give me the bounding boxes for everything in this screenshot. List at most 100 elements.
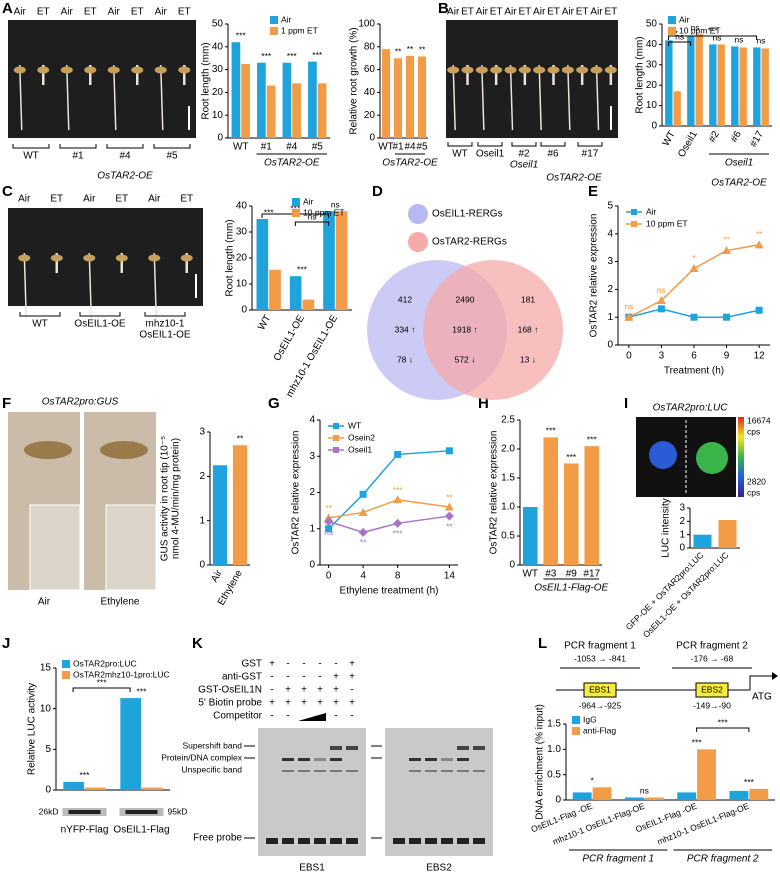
y-tick-label: 1 <box>679 529 685 540</box>
series-line <box>328 515 450 534</box>
competitor-wedge <box>298 713 326 721</box>
lane-label: ET <box>576 7 589 18</box>
band <box>346 746 358 750</box>
lane-label: Air <box>533 7 546 18</box>
y-tick-label: 2 <box>607 284 613 295</box>
band <box>473 770 485 772</box>
site-label: EBS1 <box>589 684 611 694</box>
y-tick-label: 2 <box>309 487 315 498</box>
y-tick-label: 1.5 <box>501 473 515 484</box>
significance: *** <box>297 264 308 274</box>
marker <box>689 264 699 273</box>
legend-label: 1 ppm ET <box>281 25 318 35</box>
lane-mark: - <box>302 672 305 683</box>
y-tick-label: 0 <box>679 543 685 554</box>
seedling <box>153 252 157 319</box>
band-label: Protein/DNA complex <box>161 752 243 762</box>
significance: ns <box>691 22 700 32</box>
band <box>409 838 421 844</box>
lane-mark: - <box>286 711 289 722</box>
bar <box>665 40 673 126</box>
y-tick-label: 5 <box>607 201 613 212</box>
fragment-range: -1053 → -841 <box>574 653 626 663</box>
seed <box>18 254 31 262</box>
y-tick-label: 60 <box>364 64 376 75</box>
blot-label: 95kD <box>168 806 188 816</box>
bar <box>761 48 769 127</box>
significance: *** <box>744 777 755 787</box>
band <box>457 838 469 844</box>
bar <box>644 797 664 800</box>
significance: *** <box>287 51 298 61</box>
lane-mark: + <box>333 698 339 709</box>
marker <box>624 312 634 321</box>
band <box>330 746 342 750</box>
band <box>409 770 421 772</box>
bar <box>731 46 739 126</box>
group-bracket <box>153 144 191 149</box>
group-label: WT <box>23 151 39 162</box>
lane-label: ET <box>461 7 474 18</box>
blot-band <box>68 810 101 814</box>
group-label: Oseil1 <box>725 158 753 169</box>
bar <box>302 299 315 310</box>
band <box>314 770 326 772</box>
lane-mark: + <box>333 685 339 696</box>
y-tick-label: 0 <box>309 560 315 571</box>
bar <box>417 56 427 138</box>
legend-swatch <box>333 423 339 429</box>
photo-title: OsTAR2pro:LUC <box>653 403 729 414</box>
x-tick-label: WT <box>378 142 394 153</box>
group-bracket <box>577 142 603 147</box>
legend-label: Air <box>303 196 314 206</box>
y-tick-label: 0 <box>217 133 223 144</box>
seed <box>180 254 193 262</box>
color-bar <box>738 417 744 497</box>
seed <box>504 66 517 74</box>
x-tick-label: Air <box>209 568 225 585</box>
bar <box>718 520 737 548</box>
group-label: OsTAR2-OE <box>711 178 767 189</box>
legend-label: 10 ppm ET <box>303 207 345 217</box>
significance: ** <box>723 235 730 245</box>
legend-label: Air <box>646 206 657 216</box>
band <box>393 838 405 844</box>
seedling <box>88 252 92 319</box>
lane-mark: - <box>286 659 289 670</box>
lane-label: ET <box>178 7 191 18</box>
y-tick-label: 30 <box>646 59 658 70</box>
comparison-label: ns <box>308 211 317 221</box>
band <box>314 838 326 844</box>
seed <box>24 441 72 459</box>
marker <box>754 240 764 249</box>
seedling <box>538 64 542 131</box>
y-tick-label: 40 <box>212 41 224 52</box>
group-label: #2 <box>518 149 530 160</box>
y-tick-label: 40 <box>236 201 248 212</box>
site-label: EBS2 <box>701 684 723 694</box>
bar <box>753 47 761 126</box>
y-tick-label: 40 <box>364 87 376 98</box>
series-line <box>328 450 450 530</box>
x-tick-label: 8 <box>395 571 401 582</box>
significance: *** <box>546 426 557 436</box>
seedling <box>567 64 571 131</box>
venn-count: 1918 ↑ <box>452 324 478 334</box>
x-tick-label: 9 <box>724 351 730 362</box>
legend-dot <box>408 232 428 252</box>
y-tick-label: 0 <box>241 305 247 316</box>
x-axis-label: Ethylene treatment (h) <box>340 586 439 597</box>
significance: ns <box>324 527 333 537</box>
y-tick-label: 40 <box>646 39 658 50</box>
scale-bar <box>610 106 612 130</box>
y-axis-label: nmol 4-MU/min/mg protein) <box>171 438 182 559</box>
lane-mark: + <box>269 659 275 670</box>
lane-mark: - <box>270 672 273 683</box>
x-tick-label: mhz10-1 OsEIL1-Flag-OE <box>656 801 751 847</box>
group-label: OsEIL1-Flag-OE <box>534 583 608 594</box>
venn-count: 572 ↓ <box>455 354 476 364</box>
group-bracket <box>144 312 186 317</box>
blot-band <box>125 810 158 814</box>
legend-swatch <box>333 447 339 453</box>
y-tick-label: 30 <box>236 227 248 238</box>
